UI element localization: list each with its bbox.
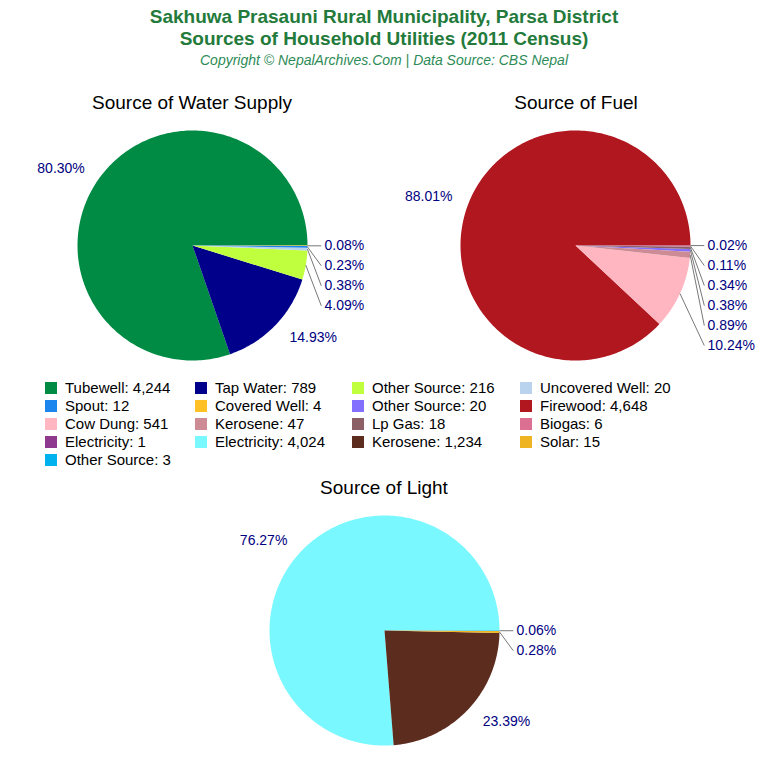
svg-text:10.24%: 10.24% [707, 337, 754, 353]
svg-text:23.39%: 23.39% [483, 713, 530, 729]
svg-text:0.08%: 0.08% [324, 237, 364, 253]
svg-text:0.28%: 0.28% [516, 642, 556, 658]
svg-text:0.02%: 0.02% [707, 237, 747, 253]
html-text:Electricity: 4,024: Electricity: 4,024 [215, 433, 325, 450]
html-text:Spout: 12: Spout: 12 [65, 397, 130, 414]
html-text:Tap Water: 789: Tap Water: 789 [215, 379, 317, 396]
svg-text:88.01%: 88.01% [405, 188, 452, 204]
html-text:Solar: 15: Solar: 15 [540, 433, 600, 450]
html-text:Kerosene: 1,234: Kerosene: 1,234 [372, 433, 483, 450]
html-text:Covered Well: 4: Covered Well: 4 [215, 397, 322, 414]
html-text:Copyright © NepalArchives.Com: Copyright © NepalArchives.Com | Data Sou… [200, 52, 568, 68]
svg-text:0.38%: 0.38% [707, 297, 747, 313]
svg-text:14.93%: 14.93% [290, 329, 337, 345]
svg-text:0.38%: 0.38% [324, 277, 364, 293]
html-text:Other Source: 216: Other Source: 216 [372, 379, 495, 396]
html-text:Biogas: 6: Biogas: 6 [540, 415, 603, 432]
svg-text:0.89%: 0.89% [707, 317, 747, 333]
html-text:Uncovered Well: 20: Uncovered Well: 20 [540, 379, 671, 396]
html-text:Source of Fuel: Source of Fuel [514, 92, 638, 113]
html-text:Other Source: 20: Other Source: 20 [372, 397, 487, 414]
svg-text:4.09%: 4.09% [324, 297, 364, 313]
html-text:Electricity: 1: Electricity: 1 [65, 433, 146, 450]
html-text:Lp Gas: 18: Lp Gas: 18 [372, 415, 446, 432]
svg-text:0.06%: 0.06% [516, 622, 556, 638]
html-text:Sakhuwa Prasauni Rural Municip: Sakhuwa Prasauni Rural Municipality, Par… [149, 6, 619, 49]
html-text:Kerosene: 47: Kerosene: 47 [215, 415, 305, 432]
svg-text:0.34%: 0.34% [707, 277, 747, 293]
html-text:Source of Light: Source of Light [320, 477, 448, 498]
html-text:Firewood: 4,648: Firewood: 4,648 [540, 397, 648, 414]
html-text:Other Source: 3: Other Source: 3 [65, 451, 171, 468]
svg-text:0.23%: 0.23% [324, 257, 364, 273]
svg-text:80.30%: 80.30% [37, 160, 84, 176]
html-text:Cow Dung: 541: Cow Dung: 541 [65, 415, 169, 432]
svg-text:0.11%: 0.11% [707, 257, 746, 273]
html-text:Tubewell: 4,244: Tubewell: 4,244 [65, 379, 171, 396]
svg-text:76.27%: 76.27% [240, 532, 287, 548]
html-text:Source of Water Supply: Source of Water Supply [92, 92, 292, 113]
